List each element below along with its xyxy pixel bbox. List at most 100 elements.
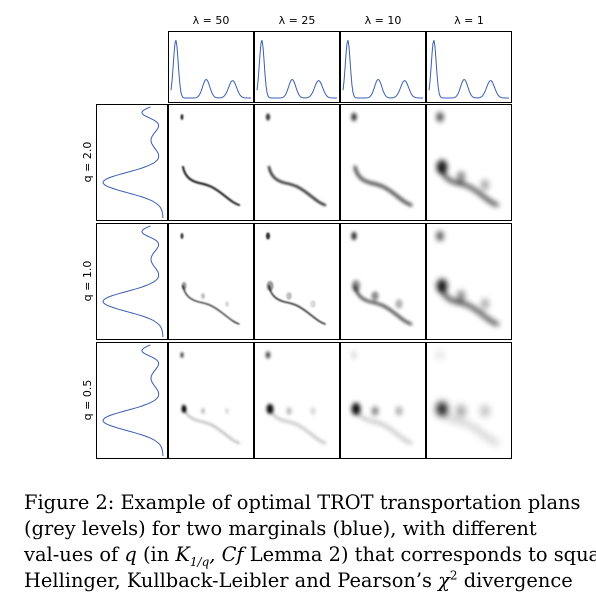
caption-line3-mid: (in: [136, 543, 176, 566]
transport-blob: [436, 231, 444, 241]
transport-blob: [266, 403, 274, 415]
transport-plan-panel: [426, 223, 512, 340]
caption-line-2: (grey levels) for two marginals (blue), …: [24, 517, 537, 540]
transport-blob: [286, 407, 292, 415]
transport-blob: [201, 408, 205, 414]
row-label-q-0-5: q = 0.5: [81, 379, 94, 421]
transport-blob: [436, 350, 444, 360]
row-label-q-1: q = 1.0: [81, 260, 94, 302]
transport-blob: [225, 301, 229, 307]
caption-cf: , Cf: [209, 543, 244, 566]
transport-ridge: [439, 284, 499, 326]
transport-blob: [266, 280, 274, 292]
transport-blob: [456, 290, 466, 302]
transport-blob: [480, 405, 490, 417]
transport-blob: [351, 231, 357, 241]
transport-ridge: [353, 284, 413, 326]
transport-plan-panel: [168, 223, 254, 340]
column-label-lambda-50: λ = 50: [192, 14, 230, 27]
transport-blob: [201, 293, 205, 299]
transport-blob: [436, 278, 448, 294]
column-label-lambda-10: λ = 10: [364, 14, 402, 27]
caption-line-1: Figure 2: Example of optimal TROT transp…: [24, 490, 580, 516]
transport-blob: [265, 113, 271, 121]
top-marginal-panel: [426, 31, 512, 103]
figure-caption: Figure 2: Example of optimal TROT transp…: [24, 490, 596, 594]
transport-plan-panel: [254, 104, 340, 221]
top-marginal-curve: [256, 40, 337, 99]
top-marginal-curve: [170, 40, 251, 99]
transport-blob: [395, 406, 403, 416]
transport-blob: [395, 299, 403, 309]
transport-blob: [436, 401, 448, 417]
transport-ridge: [182, 285, 240, 325]
transport-blob: [371, 291, 379, 301]
transport-blob: [480, 179, 490, 191]
caption-trot: TROT: [317, 491, 374, 514]
caption-line3-post: Lemma 2) that corresponds to square: [243, 543, 596, 566]
transport-blob: [371, 406, 379, 416]
transport-blob: [265, 351, 271, 359]
top-marginal-panel: [168, 31, 254, 103]
transport-plan-panel: [340, 342, 426, 459]
transport-blob: [310, 407, 316, 415]
transport-plan-panel: [340, 104, 426, 221]
transport-blob: [286, 292, 292, 300]
side-marginal-curve: [102, 225, 164, 338]
transport-plan-panel: [168, 104, 254, 221]
transport-blob: [351, 279, 361, 293]
caption-q: q: [124, 543, 137, 566]
transport-plan-panel: [168, 342, 254, 459]
transport-blob: [351, 350, 357, 360]
caption-k-sub: 1/q: [189, 554, 210, 569]
transport-plan-panel: [426, 342, 512, 459]
transport-blob: [351, 402, 361, 416]
side-marginal-panel: [96, 104, 168, 221]
transport-ridge: [438, 402, 500, 446]
caption-chi-sup: 2: [449, 568, 458, 583]
transport-ridge: [181, 403, 241, 445]
transport-blob: [180, 114, 184, 120]
transport-plan-panel: [340, 223, 426, 340]
caption-line4-pre: Hellinger, Kullback-Leibler and Pearson’…: [24, 569, 439, 592]
column-label-lambda-1: λ = 1: [454, 14, 484, 27]
top-marginal-panel: [340, 31, 426, 103]
transport-ridge: [439, 165, 499, 207]
transport-ridge: [267, 165, 327, 207]
column-label-lambda-25: λ = 25: [278, 14, 316, 27]
side-marginal-panel: [96, 223, 168, 340]
transport-blob: [436, 159, 448, 175]
transport-ridge: [181, 165, 241, 207]
transport-ridge: [353, 165, 413, 207]
transport-blob: [180, 233, 184, 239]
transport-blob: [225, 408, 229, 414]
transport-blob: [180, 352, 184, 358]
transport-ridge: [268, 285, 326, 325]
caption-line3-pre: val-ues of: [24, 543, 125, 566]
side-marginal-curve: [102, 106, 164, 219]
caption-line-3: val-ues of q (in K1/q, Cf Lemma 2) that …: [24, 542, 596, 569]
top-marginal-curve: [342, 40, 423, 99]
figure: λ = 50 λ = 25 λ = 10 λ = 1 q = 2.0 q = 1…: [81, 14, 512, 459]
caption-line-4: Hellinger, Kullback-Leibler and Pearson’…: [24, 568, 580, 594]
caption-line1-rest: transportation plans: [373, 491, 581, 514]
transport-plan-panel: [254, 342, 340, 459]
top-marginal-curve: [428, 40, 509, 99]
transport-blob: [456, 405, 466, 417]
transport-blob: [456, 171, 466, 183]
top-marginal-panel: [254, 31, 340, 103]
caption-k: K: [175, 543, 190, 566]
transport-blob: [265, 232, 271, 240]
caption-lead: Figure 2: Example of optimal: [24, 491, 318, 514]
transport-blob: [480, 298, 490, 310]
transport-blob: [181, 282, 187, 290]
caption-line4-post: divergence: [457, 569, 573, 592]
row-label-q-2: q = 2.0: [81, 141, 94, 183]
side-marginal-curve: [102, 344, 164, 457]
transport-blob: [181, 405, 187, 413]
transport-blob: [310, 300, 316, 308]
caption-chi: χ: [438, 569, 450, 592]
transport-ridge: [267, 403, 327, 445]
transport-ridge: [353, 403, 413, 445]
transport-plan-panel: [254, 223, 340, 340]
